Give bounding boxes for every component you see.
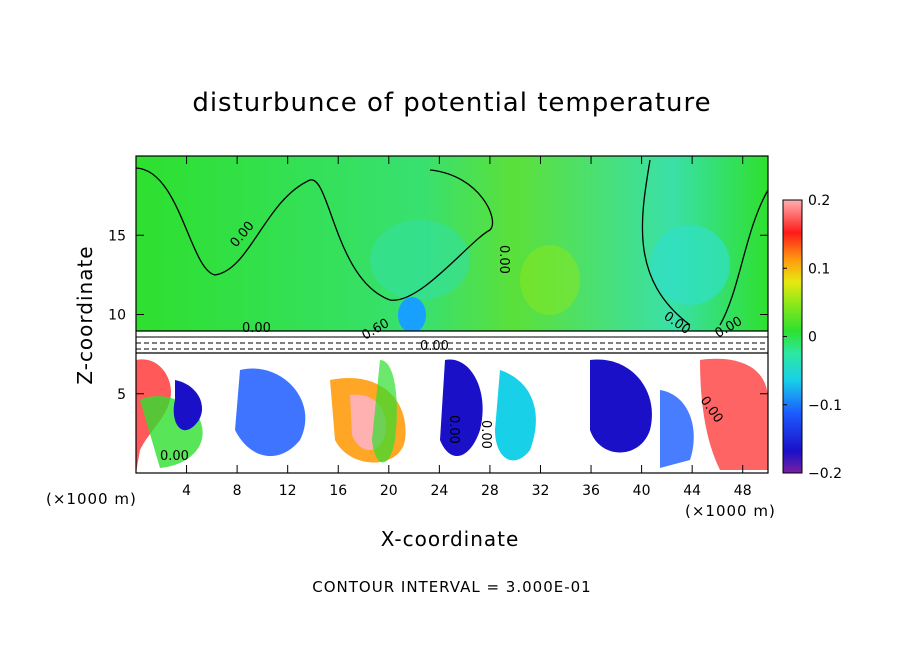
x-tick-label: 28 — [481, 483, 499, 499]
y-tick-label: 5 — [117, 387, 126, 403]
y-axis-label: Z-coordinate — [73, 245, 97, 385]
contour-label: 0.00 — [496, 245, 511, 274]
colorbar-tick-label: 0.1 — [808, 261, 830, 277]
contour-label: 0.00 — [242, 321, 271, 336]
colorbar-tick-label: 0 — [808, 330, 817, 346]
colorbar-tick-label: −0.2 — [808, 466, 842, 482]
chart-title: disturbunce of potential temperature — [192, 88, 712, 118]
x-tick-label: 12 — [279, 483, 297, 499]
contour-label: 0.00 — [478, 420, 493, 449]
y-tick-label: 15 — [108, 228, 126, 244]
x-tick-label: 36 — [582, 483, 600, 499]
contour-label: 0.00 — [160, 449, 189, 464]
x-tick-label: 16 — [329, 483, 347, 499]
x-axis-label: X-coordinate — [380, 527, 520, 551]
contour-interval-note: CONTOUR INTERVAL = 3.000E-01 — [312, 578, 592, 596]
x-tick-label: 40 — [633, 483, 651, 499]
x-unit-left: (×1000 m) — [46, 490, 137, 508]
x-tick-label: 24 — [430, 483, 448, 499]
x-tick-label: 44 — [683, 483, 701, 499]
x-tick-label: 4 — [182, 483, 191, 499]
x-tick-label: 48 — [734, 483, 752, 499]
colorbar-tick-label: 0.2 — [808, 193, 830, 209]
y-tick-label: 10 — [108, 308, 126, 324]
x-tick-label: 8 — [233, 483, 242, 499]
contour-label: 0.00 — [446, 415, 461, 444]
y-axis: 5 10 15 — [108, 228, 768, 403]
colorbar-ticks: 0.2 0.1 0 −0.1 −0.2 — [783, 193, 842, 482]
x-unit-right: (×1000 m) — [685, 502, 776, 520]
contour-label: 0.00 — [420, 339, 449, 354]
x-axis: 4 8 12 16 20 24 28 32 36 40 44 48 — [182, 156, 752, 499]
heatmap-field — [136, 156, 768, 473]
x-tick-label: 32 — [532, 483, 550, 499]
x-tick-label: 20 — [380, 483, 398, 499]
colorbar-tick-label: −0.1 — [808, 398, 842, 414]
